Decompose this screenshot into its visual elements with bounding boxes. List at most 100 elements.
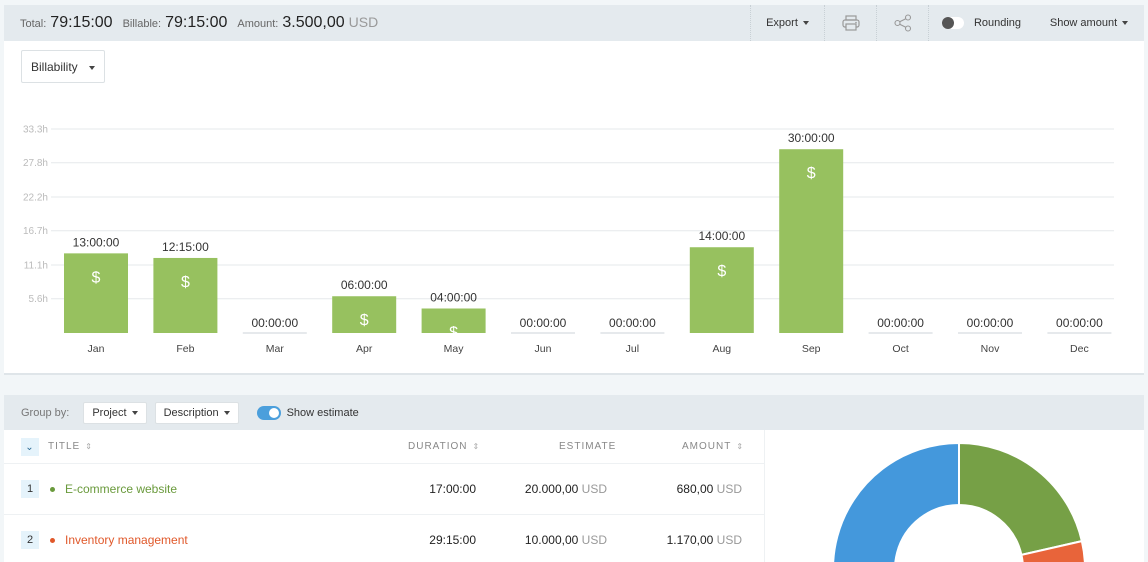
estimate-currency: USD	[581, 482, 607, 496]
duration-cell: 17:00:00	[429, 482, 476, 496]
data-label: 30:00:00	[788, 131, 835, 145]
project-color-dot	[50, 538, 55, 543]
data-label: 06:00:00	[341, 278, 388, 292]
donut-slice[interactable]	[896, 539, 1086, 562]
y-tick-label: 27.8h	[23, 158, 48, 169]
group-by-label: Group by:	[21, 406, 70, 419]
data-label: 00:00:00	[520, 316, 567, 330]
print-button[interactable]	[824, 5, 876, 41]
header-estimate: ESTIMATE	[559, 441, 616, 452]
group-description-label: Description	[163, 406, 219, 419]
collapse-all-button[interactable]: ⌄	[21, 438, 39, 456]
group-description-select[interactable]: Description	[154, 401, 239, 424]
donut-chart-area	[764, 430, 1144, 562]
totals: Total: 79:15:00 Billable: 79:15:00 Amoun…	[4, 14, 750, 32]
dollar-icon: $	[360, 312, 369, 329]
printer-icon	[841, 15, 860, 31]
show-amount-dropdown[interactable]: Show amount	[1034, 5, 1144, 41]
x-tick-label: Jul	[626, 343, 639, 355]
show-estimate-toggle[interactable]	[256, 405, 281, 420]
caret-down-icon	[1122, 21, 1129, 25]
caret-down-icon	[223, 410, 230, 415]
estimate-value: 20.000,00	[524, 482, 579, 496]
chart-panel: 5.6h 11.1h 16.7h 22.2h 27.8h 33.3h $13:00:00 Ja…	[4, 41, 1144, 375]
bar	[779, 149, 844, 333]
billable-label: Billable:	[122, 18, 162, 30]
estimate-cell: 10.000,00 USD	[525, 533, 607, 547]
export-button[interactable]: Export	[750, 5, 824, 41]
caret-down-icon	[802, 21, 809, 25]
total-label: Total:	[20, 18, 47, 30]
x-tick-label: Nov	[981, 343, 1000, 355]
report-table-panel: Group by: Project Description Show estim…	[4, 395, 1144, 562]
donut-slice[interactable]	[832, 441, 960, 562]
caret-down-icon	[131, 410, 138, 415]
data-label: 00:00:00	[251, 316, 298, 330]
amount-value: 1.170,00	[666, 533, 714, 547]
data-label: 12:15:00	[162, 240, 209, 254]
bar	[421, 308, 486, 333]
estimate-cell: 20.000,00 USD	[525, 482, 607, 496]
project-title[interactable]: E-commerce website	[65, 482, 178, 496]
billability-dropdown[interactable]: Billability	[21, 50, 105, 83]
toggle-switch[interactable]	[941, 17, 964, 29]
header-title[interactable]: TITLE ⇕	[48, 441, 93, 452]
sort-icon: ⇕	[472, 442, 481, 451]
header-duration-label: DURATION	[408, 441, 468, 452]
estimate-currency: USD	[581, 533, 607, 547]
x-tick-label: Jun	[535, 343, 552, 355]
dollar-icon: $	[807, 165, 816, 182]
dollar-icon: $	[92, 269, 101, 286]
billability-label: Billability	[31, 59, 78, 74]
y-tick-label: 22.2h	[23, 193, 48, 204]
caret-down-icon	[89, 66, 95, 70]
data-label: 00:00:00	[609, 316, 656, 330]
amount-currency: USD	[716, 482, 742, 496]
row-number: 1	[21, 480, 39, 498]
billable-value: 79:15:00	[165, 14, 228, 31]
project-color-dot	[50, 487, 55, 492]
amount-value: 680,00	[676, 482, 714, 496]
bar	[689, 247, 754, 333]
x-tick-label: Jan	[88, 343, 105, 355]
table-header: ⌄ TITLE ⇕ DURATION ⇕ ESTIMATE AMOUNT ⇕	[4, 430, 764, 464]
data-label: 14:00:00	[698, 229, 745, 243]
summary-bar: Total: 79:15:00 Billable: 79:15:00 Amoun…	[4, 5, 1144, 41]
estimate-value: 10.000,00	[524, 533, 579, 547]
x-tick-label: Oct	[892, 343, 908, 355]
header-duration[interactable]: DURATION ⇕	[408, 441, 480, 452]
table-row[interactable]: 1 E-commerce website 17:00:00 20.000,00 …	[4, 464, 764, 515]
bar-chart: 5.6h 11.1h 16.7h 22.2h 27.8h 33.3h $13:00:00 Ja…	[23, 125, 1114, 355]
data-label: 00:00:00	[877, 316, 924, 330]
report-table: ⌄ TITLE ⇕ DURATION ⇕ ESTIMATE AMOUNT ⇕ 1 E-…	[4, 430, 764, 562]
show-estimate-label: Show estimate	[286, 406, 359, 419]
header-amount[interactable]: AMOUNT ⇕	[682, 441, 744, 452]
data-label: 00:00:00	[967, 316, 1014, 330]
x-tick-label: Feb	[176, 343, 194, 355]
export-label: Export	[766, 17, 798, 29]
amount-label: Amount:	[237, 18, 279, 30]
rounding-label: Rounding	[973, 17, 1022, 29]
group-project-select[interactable]: Project	[83, 401, 147, 424]
project-title[interactable]: Inventory management	[65, 533, 188, 547]
chevron-down-icon: ⌄	[25, 441, 35, 453]
donut-chart	[832, 441, 1086, 562]
donut-slice[interactable]	[958, 441, 1084, 557]
bar	[153, 257, 218, 333]
amount-currency: USD	[348, 14, 379, 30]
rounding-toggle[interactable]: Rounding	[928, 5, 1034, 41]
x-tick-label: Sep	[802, 343, 821, 355]
y-tick-label: 5.6h	[29, 294, 48, 305]
bar	[64, 253, 128, 333]
table-row[interactable]: 2 Inventory management 29:15:00 10.000,0…	[4, 515, 764, 562]
row-number: 2	[21, 531, 39, 549]
group-project-label: Project	[92, 406, 127, 419]
y-tick-label: 16.7h	[23, 226, 48, 237]
y-tick-label: 33.3h	[23, 125, 48, 136]
share-button[interactable]	[876, 5, 928, 41]
header-estimate-label: ESTIMATE	[559, 441, 617, 452]
data-label: 00:00:00	[1056, 316, 1103, 330]
header-title-label: TITLE	[48, 441, 81, 452]
x-tick-label: Aug	[712, 343, 731, 355]
total-value: 79:15:00	[50, 14, 113, 31]
